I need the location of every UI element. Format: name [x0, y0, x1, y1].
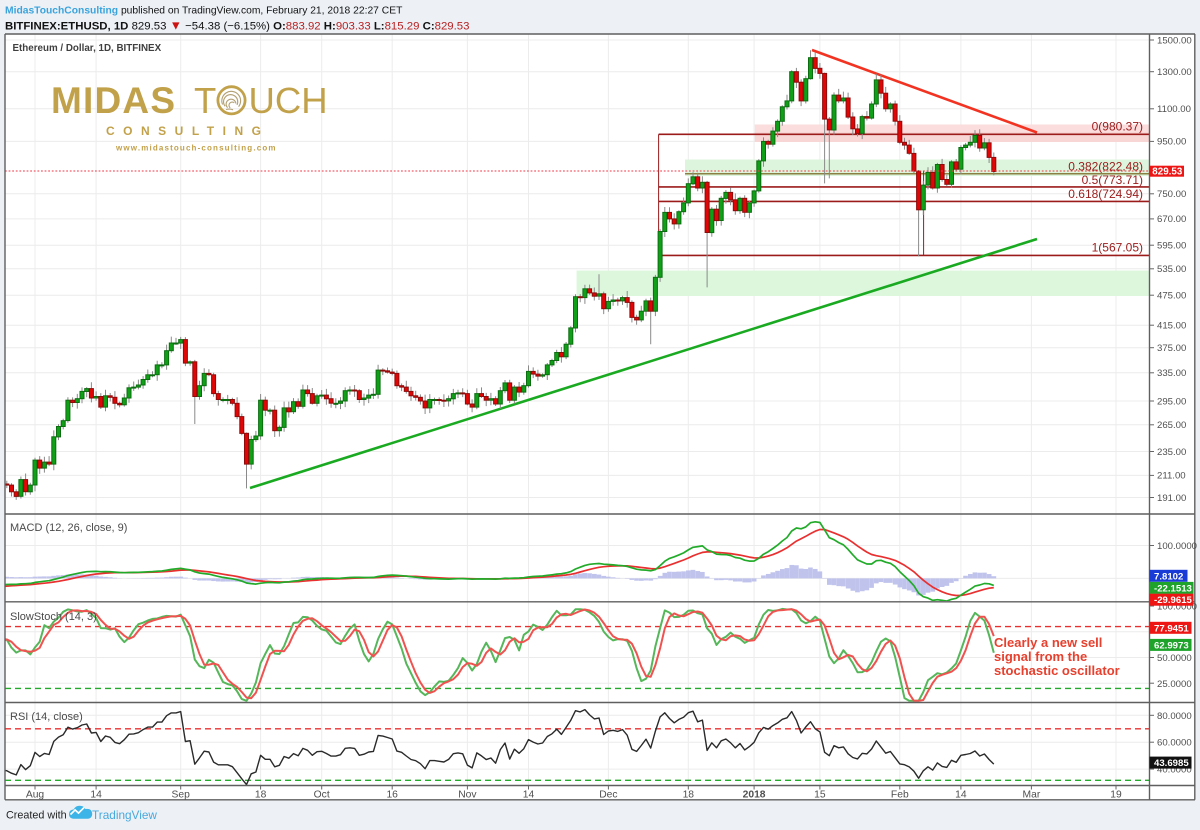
svg-text:Aug: Aug — [26, 790, 45, 801]
svg-text:595.00: 595.00 — [1157, 241, 1186, 252]
svg-text:Nov: Nov — [458, 790, 477, 801]
svg-text:TradingView: TradingView — [92, 808, 157, 822]
svg-text:18: 18 — [255, 790, 267, 801]
svg-text:0.5(773.71): 0.5(773.71) — [1082, 173, 1143, 187]
svg-text:stochastic oscillator: stochastic oscillator — [994, 663, 1120, 678]
svg-text:1(567.05): 1(567.05) — [1092, 241, 1143, 255]
svg-text:535.00: 535.00 — [1157, 264, 1186, 275]
svg-text:1500.00: 1500.00 — [1157, 35, 1192, 46]
svg-text:950.00: 950.00 — [1157, 137, 1186, 148]
svg-text:415.00: 415.00 — [1157, 321, 1186, 332]
svg-text:1300.00: 1300.00 — [1157, 67, 1192, 78]
svg-text:2018: 2018 — [743, 790, 766, 801]
svg-text:RSI (14, close): RSI (14, close) — [10, 711, 83, 723]
svg-text:0.618(724.94): 0.618(724.94) — [1068, 187, 1143, 201]
svg-text:BITFINEX:ETHUSD, 1D 829.53 ▼ −: BITFINEX:ETHUSD, 1D 829.53 ▼ −54.38 (−6.… — [5, 19, 469, 33]
svg-text:191.00: 191.00 — [1157, 493, 1186, 504]
svg-text:Oct: Oct — [314, 790, 330, 801]
svg-text:Dec: Dec — [599, 790, 617, 801]
svg-text:MACD (12, 26, close, 9): MACD (12, 26, close, 9) — [10, 522, 127, 534]
svg-text:16: 16 — [386, 790, 398, 801]
svg-text:MidasTouchConsulting published: MidasTouchConsulting published on Tradin… — [5, 6, 403, 17]
svg-text:Clearly a new sell: Clearly a new sell — [994, 635, 1102, 650]
svg-text:MIDAS: MIDAS — [51, 80, 176, 121]
svg-text:18: 18 — [683, 790, 695, 801]
svg-text:T: T — [194, 80, 216, 121]
svg-text:-29.9615: -29.9615 — [1154, 595, 1193, 606]
svg-text:60.0000: 60.0000 — [1157, 738, 1192, 749]
svg-text:www.midastouch-consulting.com: www.midastouch-consulting.com — [115, 144, 277, 153]
svg-text:335.00: 335.00 — [1157, 368, 1186, 379]
svg-text:UCH: UCH — [249, 80, 328, 121]
svg-text:7.8102: 7.8102 — [1154, 571, 1183, 582]
svg-text:Sep: Sep — [172, 790, 191, 801]
svg-text:750.00: 750.00 — [1157, 189, 1186, 200]
svg-text:265.00: 265.00 — [1157, 420, 1186, 431]
svg-text:14: 14 — [523, 790, 535, 801]
svg-text:Feb: Feb — [891, 790, 909, 801]
svg-text:375.00: 375.00 — [1157, 343, 1186, 354]
svg-text:43.6985: 43.6985 — [1154, 758, 1189, 769]
svg-text:40.0000: 40.0000 — [1157, 765, 1192, 776]
svg-text:15: 15 — [814, 790, 826, 801]
svg-text:829.53: 829.53 — [1152, 167, 1183, 178]
svg-text:100.0000: 100.0000 — [1157, 541, 1197, 552]
svg-text:SlowStoch (14, 3): SlowStoch (14, 3) — [10, 611, 97, 623]
svg-text:670.00: 670.00 — [1157, 214, 1186, 225]
svg-text:Mar: Mar — [1023, 790, 1041, 801]
svg-text:Ethereum / Dollar, 1D, BITFINE: Ethereum / Dollar, 1D, BITFINEX — [13, 43, 162, 54]
svg-text:19: 19 — [1110, 790, 1122, 801]
svg-text:0(980.37): 0(980.37) — [1092, 120, 1143, 134]
svg-text:1100.00: 1100.00 — [1157, 104, 1191, 115]
svg-text:14: 14 — [955, 790, 967, 801]
svg-text:signal from the: signal from the — [994, 649, 1087, 664]
svg-text:-22.1513: -22.1513 — [1154, 583, 1192, 594]
svg-text:80.0000: 80.0000 — [1157, 711, 1192, 722]
svg-text:0.382(822.48): 0.382(822.48) — [1068, 160, 1143, 174]
svg-text:235.00: 235.00 — [1157, 447, 1186, 458]
svg-text:CONSULTING: CONSULTING — [106, 124, 269, 138]
svg-text:62.9973: 62.9973 — [1154, 640, 1189, 651]
svg-text:Created with: Created with — [6, 810, 67, 822]
svg-text:50.0000: 50.0000 — [1157, 653, 1192, 664]
svg-text:475.00: 475.00 — [1157, 291, 1186, 302]
svg-text:14: 14 — [90, 790, 102, 801]
svg-text:77.9451: 77.9451 — [1154, 623, 1189, 634]
svg-text:211.00: 211.00 — [1157, 471, 1186, 482]
svg-text:100.0000: 100.0000 — [1157, 602, 1197, 613]
svg-text:295.00: 295.00 — [1157, 396, 1186, 407]
svg-text:25.0000: 25.0000 — [1157, 679, 1192, 690]
